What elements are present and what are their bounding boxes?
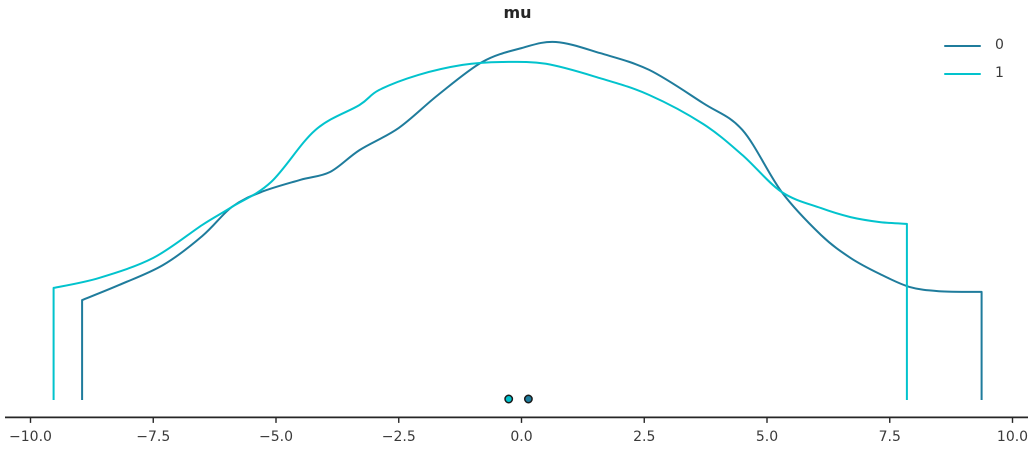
legend-entry-1: 1 — [944, 64, 1004, 83]
kde-curve-0 — [81, 40, 983, 400]
x-tick-label: −2.5 — [382, 429, 416, 445]
x-tick-label: −5.0 — [259, 429, 293, 445]
legend: 0 1 — [944, 36, 1004, 83]
x-tick-label: −7.5 — [136, 429, 170, 445]
legend-line-swatch-0 — [944, 44, 981, 47]
plot-title: mu — [503, 3, 532, 22]
x-tick-label: 2.5 — [633, 429, 655, 445]
point-estimate-1 — [504, 394, 514, 404]
x-axis: −10.0 −7.5 −5.0 −2.5 0.0 2.5 5.0 7.5 10.0 — [5, 416, 1028, 445]
legend-entry-0: 0 — [944, 36, 1004, 55]
kde-curves — [52, 40, 983, 400]
x-tick-label: 7.5 — [879, 429, 901, 445]
x-tick-label: 0.0 — [510, 429, 532, 445]
legend-label-0: 0 — [995, 37, 1004, 53]
legend-label-1: 1 — [995, 65, 1004, 81]
legend-line-swatch-1 — [944, 72, 981, 75]
kde-curve-1 — [52, 60, 908, 400]
x-tick-label: 5.0 — [756, 429, 778, 445]
x-tick-label: −10.0 — [9, 429, 52, 445]
x-tick-label: 10.0 — [997, 429, 1028, 445]
point-estimate-markers — [504, 394, 533, 404]
point-estimate-0 — [523, 394, 533, 404]
